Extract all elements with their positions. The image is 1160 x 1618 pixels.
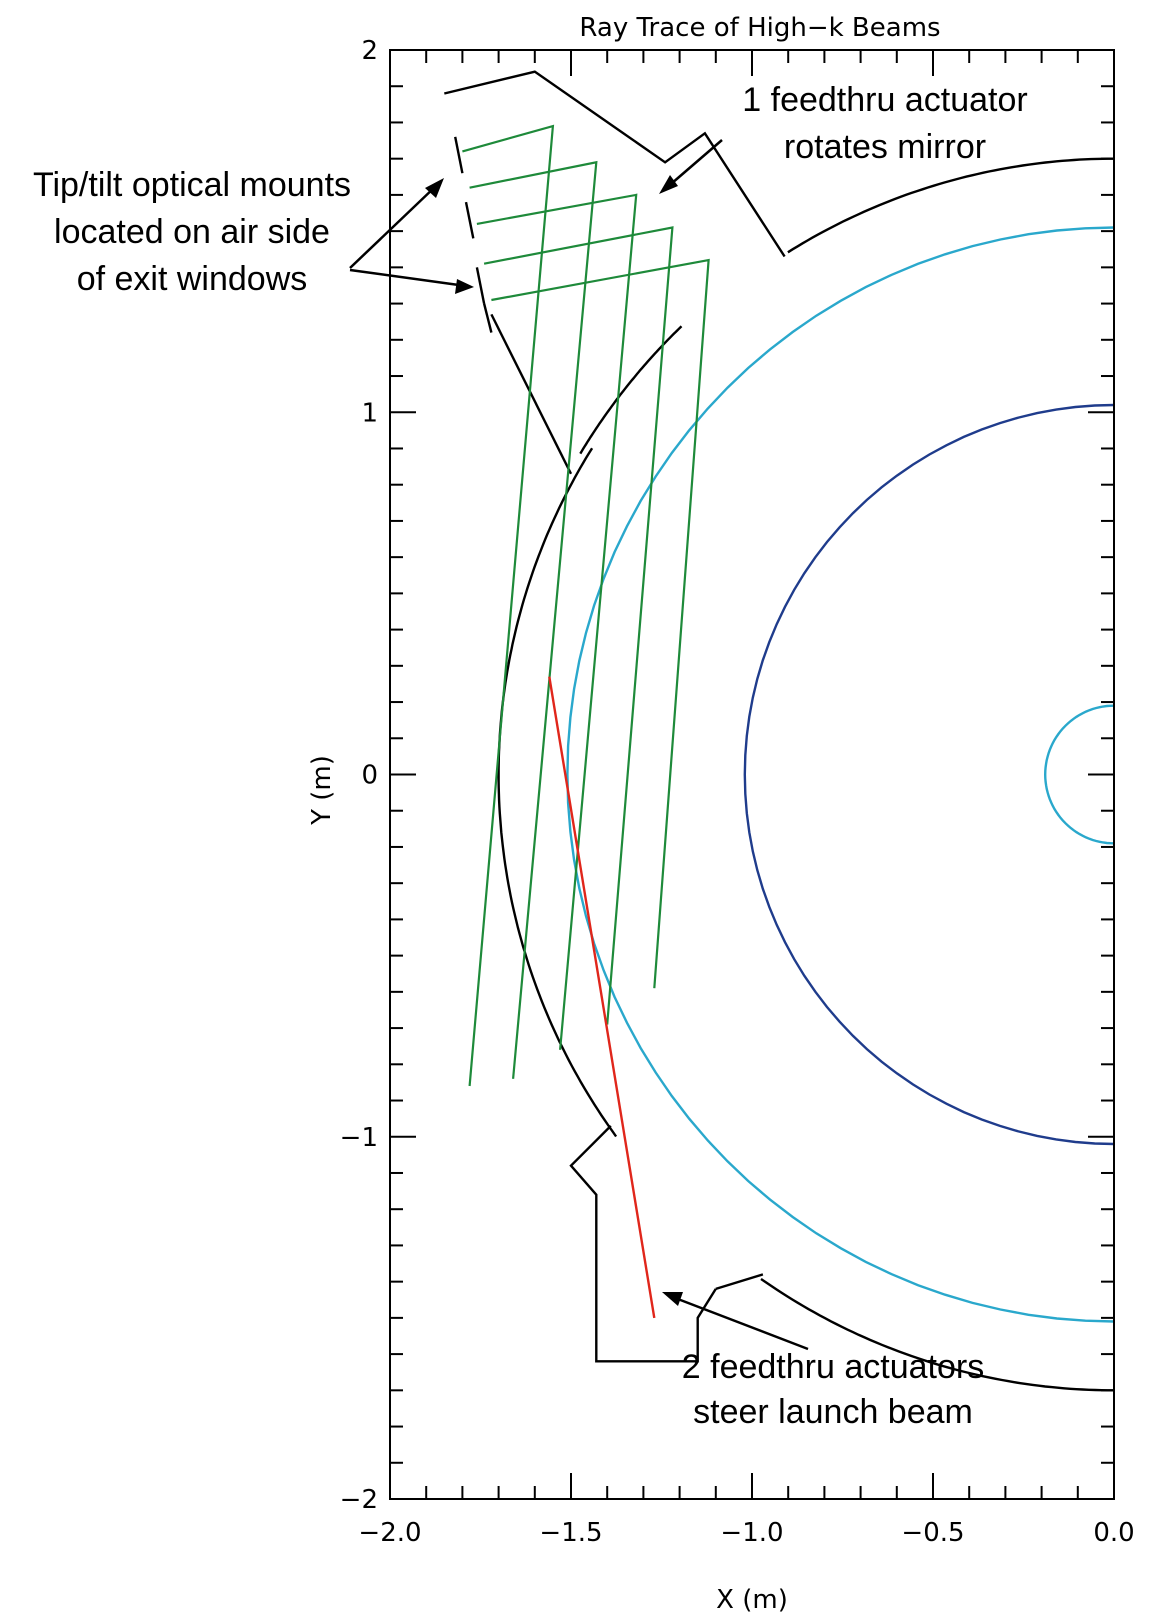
mirror-arc <box>579 325 683 455</box>
annotation-top-arrowhead <box>659 175 678 194</box>
y-tick-label-0: −2 <box>340 1485 378 1515</box>
annotation-left-arrow-2 <box>349 268 467 288</box>
annotation-bottom-arrow <box>669 1294 809 1351</box>
x-tick-label-3: −0.5 <box>901 1518 964 1548</box>
axis-ticks <box>389 49 1115 1500</box>
x-tick-label-0: −2.0 <box>358 1518 421 1548</box>
green-beams <box>462 124 710 1087</box>
green-ray-1 <box>469 160 598 1079</box>
y-axis-label: Y (m) <box>307 755 337 826</box>
chart-title: Ray Trace of High−k Beams <box>579 13 940 43</box>
green-ray-4 <box>491 258 710 989</box>
vessel-segment-1 <box>490 313 573 475</box>
red-launch-beam <box>548 676 656 1319</box>
y-tick-label-2: 0 <box>361 761 378 791</box>
window-segment-0 <box>454 136 464 174</box>
annotation-left-line-3: of exit windows <box>77 260 308 298</box>
window-segment-2 <box>475 267 486 304</box>
flux-circle-0 <box>743 403 1115 1146</box>
window-segment-3 <box>482 303 493 333</box>
annotation-left-line-1: Tip/tilt optical mounts <box>33 166 351 204</box>
vessel-arc-top-right <box>787 157 1114 254</box>
annotation-bottom-line-1: 2 feedthru actuators <box>682 1348 984 1386</box>
annotation-bottom: 2 feedthru actuators steer launch beam <box>662 1292 984 1431</box>
annotation-bottom-arrowhead <box>662 1292 683 1306</box>
flux-circles <box>566 226 1115 1323</box>
y-tick-labels: −2 −1 0 1 2 <box>340 36 378 1515</box>
annotation-left-arrowhead-1 <box>425 178 444 198</box>
vessel-segment-2 <box>569 1125 717 1363</box>
exit-windows <box>454 136 493 333</box>
annotation-left-arrow-1 <box>349 184 438 269</box>
red-ray <box>548 676 656 1319</box>
vessel-segment-3 <box>715 1273 764 1291</box>
annotation-top: 1 feedthru actuator rotates mirror <box>659 81 1028 194</box>
flux-circle-2 <box>1043 704 1115 845</box>
annotation-top-line-1: 1 feedthru actuator <box>742 81 1027 119</box>
annotation-left: Tip/tilt optical mounts located on air s… <box>33 166 474 298</box>
window-segment-1 <box>464 201 475 239</box>
vessel-arc-bottom-right <box>760 1278 1114 1392</box>
vessel-segment-0 <box>444 70 786 258</box>
flux-circle-1 <box>566 226 1115 1323</box>
green-ray-3 <box>483 226 674 1025</box>
vessel-arc-lower <box>497 774 618 1138</box>
x-tick-label-2: −1.0 <box>720 1518 783 1548</box>
x-tick-labels: −2.0 −1.5 −1.0 −0.5 0.0 <box>358 1518 1134 1548</box>
x-axis-label: X (m) <box>716 1585 788 1615</box>
annotation-top-line-2: rotates mirror <box>784 128 986 166</box>
y-tick-label-4: 2 <box>361 36 378 66</box>
green-ray-0 <box>462 124 555 1087</box>
y-tick-label-3: 1 <box>361 398 378 428</box>
y-tick-label-1: −1 <box>340 1123 378 1153</box>
annotation-bottom-line-2: steer launch beam <box>693 1393 973 1431</box>
annotation-left-arrowhead-2 <box>455 279 474 294</box>
x-tick-label-1: −1.5 <box>539 1518 602 1548</box>
green-ray-2 <box>476 193 638 1050</box>
annotation-left-line-2: located on air side <box>54 213 330 251</box>
x-tick-label-4: 0.0 <box>1093 1518 1134 1548</box>
